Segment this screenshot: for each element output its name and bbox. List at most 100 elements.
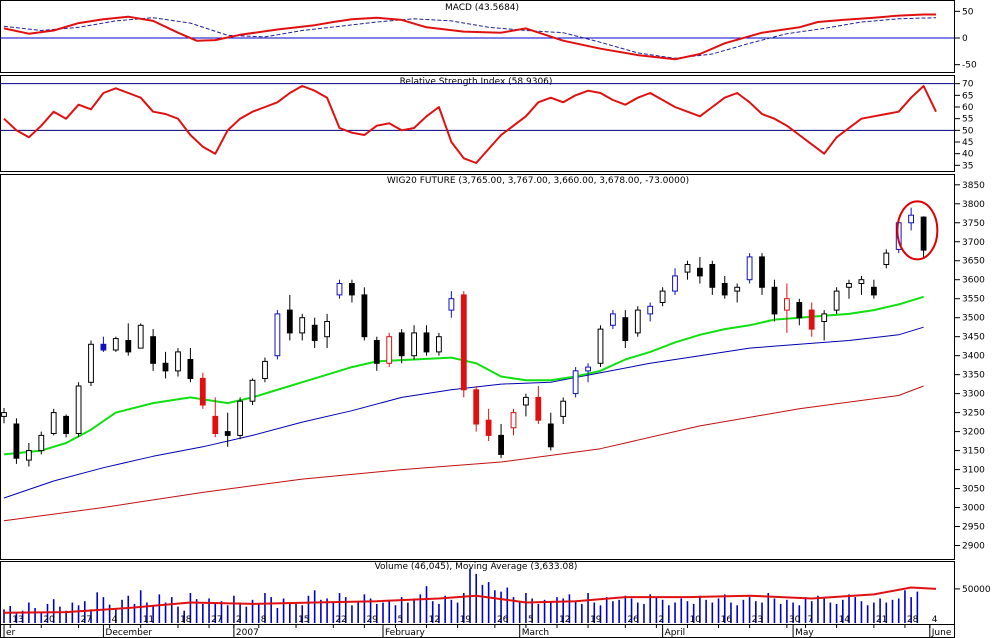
candle-body [523, 396, 529, 406]
rsi-panel-frame [0, 75, 955, 172]
price-y-tick-label: 3200 [962, 428, 985, 438]
price-y-tick-label: 3350 [962, 371, 985, 381]
day-tick-label: 11 [143, 615, 154, 625]
candle-body [634, 309, 641, 334]
candle-body [473, 389, 480, 425]
candle-body [821, 313, 828, 322]
macd-y-tick-label: -50 [962, 61, 977, 71]
candle-body [460, 294, 467, 391]
candle-body [572, 370, 579, 395]
rsi-y-tick-label: 45 [962, 138, 973, 148]
candle-body [908, 214, 915, 224]
candle-body [311, 324, 318, 341]
candle-body [100, 343, 107, 351]
moving-average-red [3, 385, 924, 522]
rsi-y-tick-label: 70 [962, 80, 974, 90]
candle-body [75, 385, 82, 434]
candle-body [88, 343, 94, 383]
candle-body [386, 336, 393, 364]
volume-y-tick-label: 50000 [962, 585, 991, 595]
candle-body [162, 362, 169, 372]
day-tick-label: 5 [528, 615, 534, 625]
price-y-tick-label: 2900 [962, 542, 985, 552]
price-plot [1, 200, 939, 522]
candle-body [622, 317, 629, 342]
day-tick-label: 27 [211, 615, 222, 625]
day-tick-label: 26 [497, 615, 509, 625]
candle-body [187, 359, 194, 379]
macd-line [3, 13, 936, 61]
day-tick-label: 8 [261, 615, 267, 625]
candle-body [63, 415, 70, 434]
candle-body [734, 286, 741, 292]
candle-body [759, 256, 765, 288]
macd-panel-frame [0, 0, 955, 73]
day-tick-label: 20 [43, 615, 55, 625]
candle-body [274, 313, 281, 357]
candle-body [871, 286, 877, 296]
month-label: March [522, 628, 549, 638]
candle-body [38, 434, 45, 452]
macd-y-tick-label: 50 [962, 7, 974, 17]
month-label: February [385, 628, 426, 638]
candle-body [237, 400, 243, 436]
candle-body [883, 252, 890, 266]
candle-body [299, 317, 306, 334]
volume-title: Volume (46,045), Moving Average (3,633.0… [375, 562, 578, 572]
price-y-tick-label: 3300 [962, 390, 985, 400]
rsi-title: Relative Strength Index (58.9306) [400, 77, 553, 87]
price-y-tick-label: 3550 [962, 295, 985, 305]
candle-body [547, 423, 554, 448]
candle-body [647, 305, 654, 315]
macd-plot [1, 13, 954, 61]
candle-body [535, 396, 542, 421]
rsi-y-tick-label: 65 [962, 91, 973, 101]
candle-body [286, 309, 293, 334]
day-tick-label: 18 [180, 615, 192, 625]
candle-body [498, 434, 505, 455]
price-y-tick-label: 3700 [962, 238, 985, 248]
day-tick-label: 26 [627, 615, 639, 625]
price-y-tick-label: 3850 [962, 181, 985, 191]
month-label: er [6, 628, 16, 638]
month-label: May [795, 628, 814, 638]
candle-body [485, 419, 492, 436]
candle-body [336, 283, 343, 296]
candle-body [796, 302, 803, 319]
candle-body [610, 313, 616, 326]
price-y-tick-label: 2950 [962, 523, 985, 533]
candle-body [224, 431, 231, 436]
price-y-tick-label: 3650 [962, 257, 985, 267]
volume-y-tick-labels: 50000 [955, 585, 991, 595]
day-tick-label: 2 [236, 615, 242, 625]
day-tick-label: 29 [366, 615, 378, 625]
candle-body [361, 294, 368, 338]
price-y-tick-label: 3100 [962, 466, 985, 476]
volume-plot [3, 568, 937, 623]
candle-body [373, 340, 380, 364]
day-tick-label: 12 [429, 615, 440, 625]
macd-signal-line [3, 17, 937, 59]
rsi-y-tick-label: 50 [962, 126, 974, 136]
candle-body [199, 377, 206, 406]
month-label: April [665, 628, 686, 638]
rsi-y-tick-label: 35 [962, 161, 973, 171]
price-y-tick-label: 3600 [962, 276, 985, 286]
day-tick-label: 21 [876, 615, 887, 625]
price-y-tick-label: 3000 [962, 504, 985, 514]
day-tick-label: 14 [839, 615, 851, 625]
price-y-tick-label: 3800 [962, 200, 985, 210]
rsi-plot [1, 83, 954, 164]
candle-body [672, 275, 678, 292]
price-y-tick-label: 3500 [962, 314, 985, 324]
price-y-tick-label: 3050 [962, 485, 985, 495]
day-tick-label: 23 [752, 615, 763, 625]
candle-body [709, 264, 716, 288]
candle-body [585, 366, 592, 372]
day-tick-label: 16 [721, 615, 733, 625]
candle-body [112, 338, 119, 351]
day-tick-label: 5 [397, 615, 403, 625]
day-tick-label: 2 [658, 615, 664, 625]
day-tick-label: 28 [907, 615, 919, 625]
